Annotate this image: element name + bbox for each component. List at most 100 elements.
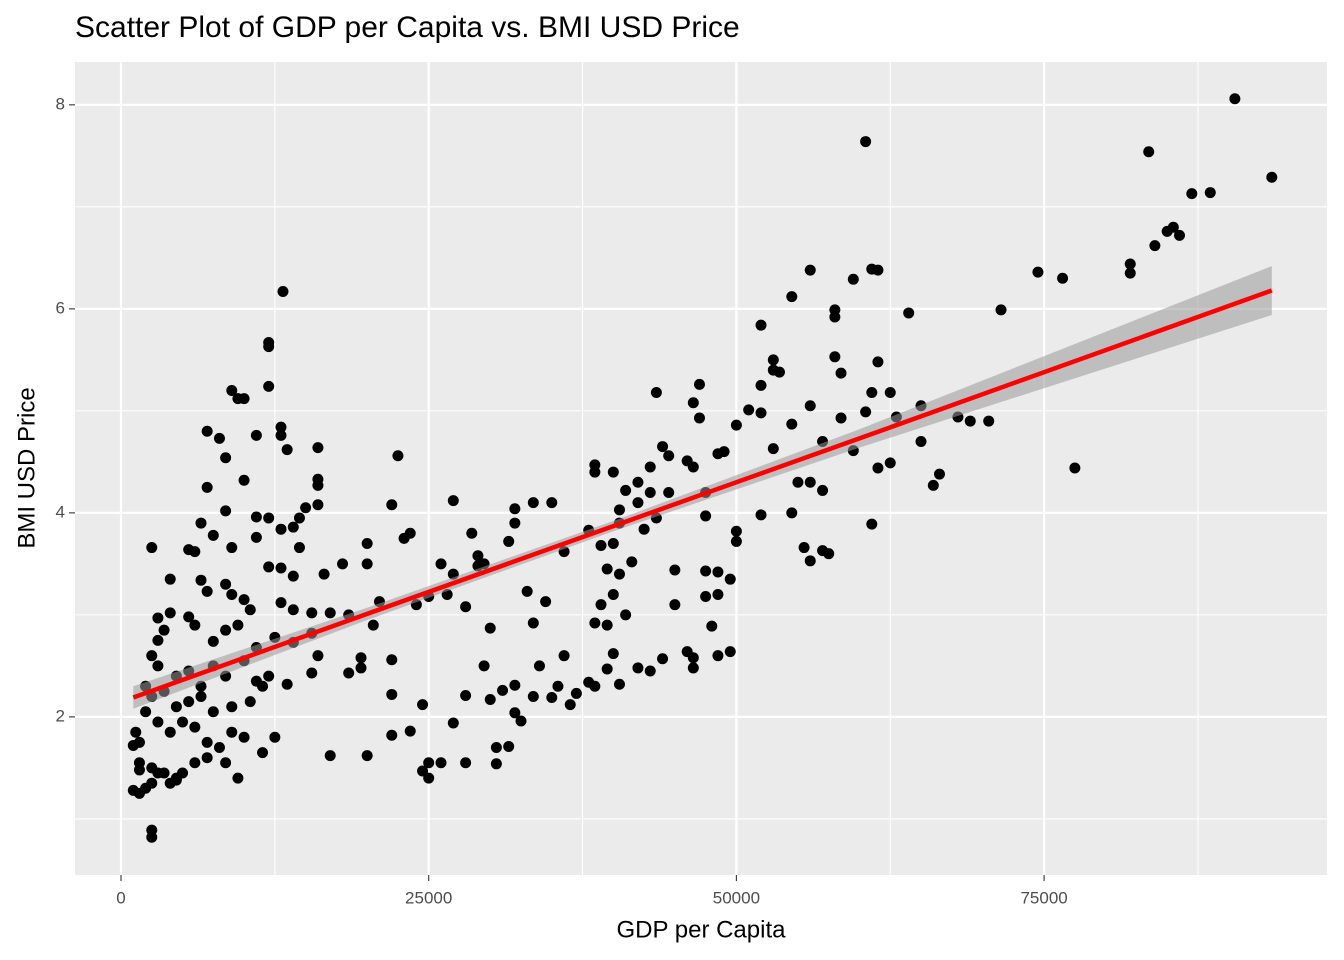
point	[152, 634, 164, 646]
point	[533, 660, 545, 672]
point	[189, 757, 201, 769]
point	[706, 620, 718, 632]
point	[786, 507, 798, 519]
point	[324, 750, 336, 762]
y-tick-label: 4	[56, 502, 65, 521]
point	[460, 757, 472, 769]
point	[509, 707, 521, 719]
point	[423, 772, 435, 784]
point	[207, 706, 219, 718]
point	[133, 764, 145, 776]
point	[195, 690, 207, 702]
point	[447, 495, 459, 507]
point	[337, 558, 349, 570]
point	[613, 568, 625, 580]
point	[1149, 240, 1161, 252]
point	[589, 617, 601, 629]
point	[130, 726, 142, 738]
point	[466, 527, 478, 539]
point	[693, 378, 705, 390]
point	[657, 653, 669, 665]
point	[306, 667, 318, 679]
point	[632, 476, 644, 488]
point	[152, 767, 164, 779]
point	[201, 736, 213, 748]
point	[201, 585, 213, 597]
point	[478, 660, 490, 672]
point	[620, 609, 632, 621]
point	[361, 537, 373, 549]
point	[884, 457, 896, 469]
point	[829, 311, 841, 323]
point	[755, 379, 767, 391]
point	[133, 736, 145, 748]
point	[312, 479, 324, 491]
point	[281, 678, 293, 690]
point	[269, 731, 281, 743]
point	[386, 688, 398, 700]
point	[435, 558, 447, 570]
point	[804, 555, 816, 567]
point	[472, 550, 484, 562]
point	[724, 573, 736, 585]
point	[700, 591, 712, 603]
point	[669, 599, 681, 611]
point	[933, 468, 945, 480]
x-axis-title: GDP per Capita	[617, 916, 787, 943]
point	[527, 617, 539, 629]
point	[404, 527, 416, 539]
point	[460, 601, 472, 613]
point	[607, 648, 619, 660]
point	[700, 510, 712, 522]
point	[293, 542, 305, 554]
point	[755, 509, 767, 521]
chart-title: Scatter Plot of GDP per Capita vs. BMI U…	[75, 11, 740, 44]
point	[312, 442, 324, 454]
point	[872, 356, 884, 368]
y-axis-title: BMI USD Price	[13, 387, 40, 548]
point	[213, 741, 225, 753]
point	[238, 731, 250, 743]
point	[386, 499, 398, 511]
point	[884, 387, 896, 399]
point	[632, 497, 644, 509]
point	[1161, 225, 1173, 237]
point	[386, 729, 398, 741]
point	[681, 646, 693, 658]
point	[287, 521, 299, 533]
point	[804, 476, 816, 488]
point	[300, 502, 312, 514]
point	[669, 564, 681, 576]
point	[164, 726, 176, 738]
point	[872, 462, 884, 474]
point	[238, 594, 250, 606]
point	[589, 680, 601, 692]
point	[189, 721, 201, 733]
point	[263, 341, 275, 353]
point	[343, 667, 355, 679]
point	[872, 264, 884, 276]
point	[687, 461, 699, 473]
point	[484, 694, 496, 706]
point	[503, 740, 515, 752]
point	[527, 690, 539, 702]
point	[226, 588, 238, 600]
point	[546, 497, 558, 509]
point	[140, 706, 152, 718]
point	[238, 393, 250, 405]
point	[213, 432, 225, 444]
point	[804, 400, 816, 412]
point	[626, 556, 638, 568]
point	[663, 450, 675, 462]
point	[263, 561, 275, 573]
point	[1204, 187, 1216, 199]
point	[324, 607, 336, 619]
panel	[75, 62, 1327, 875]
x-tick-label: 0	[116, 888, 125, 907]
point	[835, 412, 847, 424]
point	[257, 680, 269, 692]
point	[743, 404, 755, 416]
point	[306, 607, 318, 619]
point	[527, 497, 539, 509]
point	[829, 351, 841, 363]
